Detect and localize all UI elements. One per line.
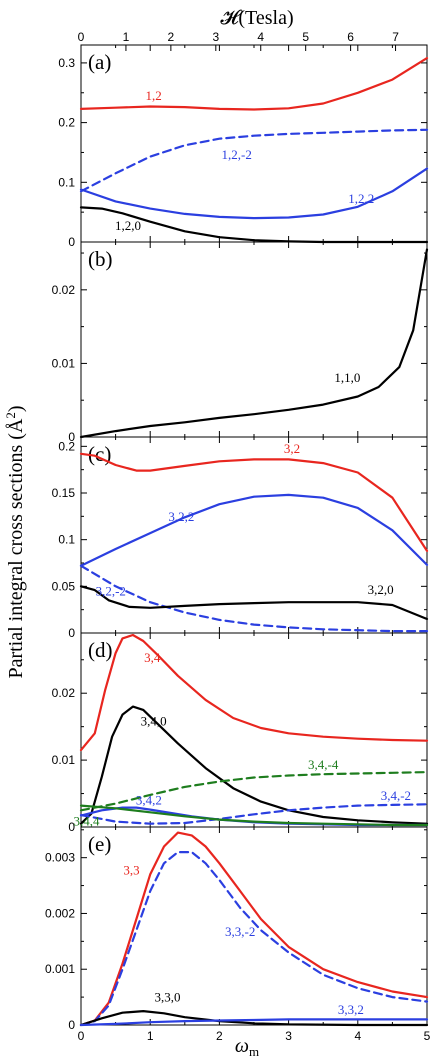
panel-tag: (e) <box>88 832 111 856</box>
series-label: 3,3 <box>123 862 139 877</box>
x-tick-label: 0 <box>78 1029 85 1043</box>
panel-tag: (d) <box>88 638 113 662</box>
series-label: 1,2,2 <box>348 191 374 206</box>
panel-frame <box>80 241 428 438</box>
panels: 0 0.1 0.2 0.3 (a) 1,2 1,2,-2 1,2,2 1,2,0 0 0.01 0.0… <box>45 44 431 1043</box>
series-label: 3,2,2 <box>168 509 194 524</box>
series-line-3,3 <box>79 831 429 1027</box>
series-line-3,4,4 <box>79 804 429 827</box>
y-tick-label: 0 <box>68 626 75 640</box>
top-axis-tick-label: 3 <box>212 30 219 44</box>
top-axis-tick-label: 1 <box>123 30 130 44</box>
series-line-3,4,-4 <box>79 771 429 812</box>
series-label: 3,4,4 <box>74 814 101 829</box>
top-axis-hcal: 𝓗(Tesla) 0 1 2 3 4 5 6 7 <box>78 7 427 51</box>
series-line-1,2,-2 <box>79 128 429 193</box>
top-axis-tick-label: 7 <box>392 30 399 44</box>
series-label: 1,2,-2 <box>222 147 252 162</box>
series-line-3,2 <box>79 452 429 552</box>
y-tick-label: 0.002 <box>45 906 75 920</box>
top-axis-tick-label: 2 <box>168 30 175 44</box>
x-tick-label: 5 <box>424 1029 431 1043</box>
y-tick-label: 0.02 <box>52 283 76 297</box>
series-label: 3,4,-4 <box>308 757 339 772</box>
y-tick-label: 0.2 <box>58 439 75 453</box>
x-tick-label: 1 <box>147 1029 154 1043</box>
series-label: 3,3,2 <box>338 1002 364 1017</box>
series-line-1,2 <box>79 57 429 111</box>
panel-b: 0 0.01 0.02 (b) 1,1,0 <box>52 241 429 444</box>
y-tick-label: 0.01 <box>52 753 76 767</box>
panel-e: 0 0.001 0.002 0.003 0 1 2 3 4 5 (e) 3,3 3,3,-2 3,3,0 3… <box>45 826 431 1043</box>
top-axis-tick-label: 6 <box>347 30 354 44</box>
y-tick-label: 0.001 <box>45 962 75 976</box>
y-tick-label: 0 <box>68 235 75 249</box>
y-tick-label: 0 <box>68 430 75 444</box>
x-tick-label: 3 <box>285 1029 292 1043</box>
series-line-1,2,2 <box>79 167 429 220</box>
series-label: 3,2,0 <box>368 582 394 597</box>
top-axis-tick-label: 0 <box>78 30 85 44</box>
top-axis-title: 𝓗(Tesla) <box>220 7 293 29</box>
y-tick-label: 0 <box>68 820 75 834</box>
series-line-3,2,-2 <box>79 564 429 633</box>
y-axis-title: Partial integral cross sections (Å2) <box>3 405 27 678</box>
series-label: 3,4,-2 <box>381 788 411 803</box>
series-line-3,2,2 <box>79 493 429 567</box>
top-axis-tick-label: 5 <box>302 30 309 44</box>
y-tick-label: 0.1 <box>58 175 75 189</box>
series-line-3,2,0 <box>79 585 429 621</box>
series-line-3,4 <box>79 633 429 752</box>
y-tick-label: 0 <box>68 1018 75 1032</box>
y-tick-label: 0.05 <box>52 579 76 593</box>
panel-tag: (a) <box>88 50 111 74</box>
series-line-3,4,0 <box>79 705 429 825</box>
panel-c: 00.050.10.150.2 (c) 3,23,2,23,2,-2 3,2,0 <box>52 436 429 640</box>
series-label: 3,3,-2 <box>225 924 255 939</box>
x-tick-label: 4 <box>354 1029 361 1043</box>
y-tick-label: 0.02 <box>52 686 76 700</box>
panel-tag: (b) <box>88 247 113 271</box>
series-label: 3,3,0 <box>155 990 181 1005</box>
panel-frame <box>80 44 428 243</box>
x-tick-label: 2 <box>216 1029 223 1043</box>
y-tick-label: 0.3 <box>58 56 75 70</box>
series-label: 3,4 <box>144 650 161 665</box>
series-line-3,4,-2 <box>79 803 429 825</box>
y-tick-label: 0.01 <box>52 356 76 370</box>
x-axis-title: ωm <box>235 1035 259 1057</box>
series-label: 3,4,0 <box>141 713 167 728</box>
y-tick-label: 0.2 <box>58 116 75 130</box>
panel-d: 0 0.01 0.02 (d) 3,4 3,4,0 3,4,-4 3,4,-2 3,4,2 3,4… <box>52 632 429 834</box>
series-label: 3,2 <box>284 441 300 456</box>
series-label: 3,2,-2 <box>96 584 126 599</box>
series-label: 3,4,2 <box>136 792 162 807</box>
panel-a: 0 0.1 0.2 0.3 (a) 1,2 1,2,-2 1,2,2 1,2,0 <box>58 44 429 249</box>
series-label: 1,2,0 <box>115 218 141 233</box>
series-line-3,3,-2 <box>79 851 429 1027</box>
y-tick-label: 0.15 <box>52 486 76 500</box>
series-label: 1,2 <box>146 88 162 103</box>
top-axis-tick-label: 4 <box>257 30 264 44</box>
y-tick-label: 0.003 <box>45 851 75 865</box>
series-label: 1,1,0 <box>334 370 360 385</box>
series-line-1,1,0 <box>79 248 429 439</box>
series-line-3,3,0 <box>79 1010 429 1027</box>
y-tick-label: 0.1 <box>58 533 75 547</box>
series-line-3,3,2 <box>79 1018 429 1027</box>
